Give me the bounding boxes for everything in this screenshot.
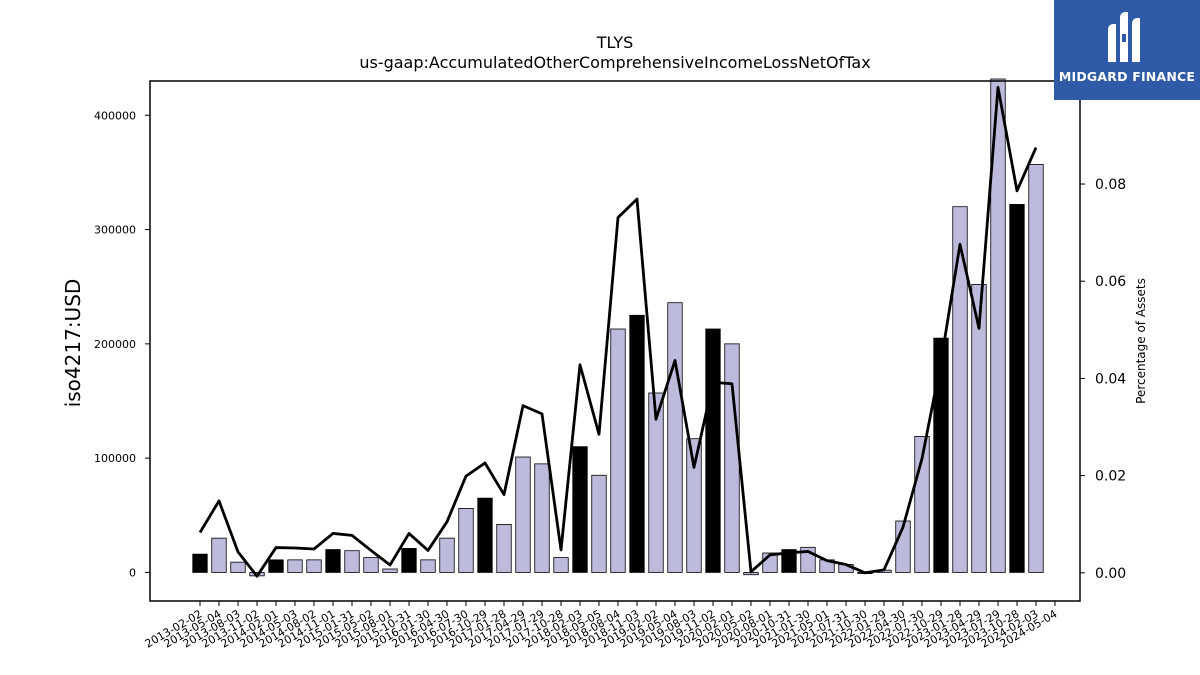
bar [971, 284, 987, 573]
logo-mark-icon [1108, 12, 1140, 62]
bar [496, 524, 512, 573]
bar [648, 392, 664, 573]
y-axis-label: iso4217:USD [61, 279, 85, 408]
y2-axis-label: Percentage of Assets [1134, 278, 1148, 404]
bar [572, 446, 588, 573]
plot-frame [149, 80, 1081, 602]
bar [933, 337, 949, 573]
bar [705, 328, 721, 573]
y-tick-label: 300000 [94, 224, 136, 237]
y2-tick-label: 0.04 [1095, 371, 1126, 387]
bar [344, 550, 360, 573]
bar [192, 553, 208, 573]
y2-tick-label: 0.06 [1095, 274, 1126, 290]
line-series-path [198, 85, 1038, 578]
bar [553, 557, 569, 573]
bar [1028, 164, 1044, 573]
y2-tick-label: 0.02 [1095, 469, 1126, 485]
bar [952, 206, 968, 573]
bar [667, 302, 683, 573]
bar [420, 559, 436, 573]
bar [211, 537, 227, 573]
y2-tick-label: 0.08 [1095, 177, 1126, 193]
x-axis-ticks: 2013-02-022013-05-042013-08-032013-11-02… [143, 601, 1060, 651]
bar [610, 328, 626, 573]
y-tick-label: 400000 [94, 109, 136, 122]
brand-logo: MIDGARD FINANCE [1054, 0, 1200, 100]
bar [401, 548, 417, 573]
y2-tick-label: 0.00 [1095, 566, 1126, 582]
bar [382, 568, 398, 573]
line-series [198, 85, 1038, 578]
right-axis-ticks: 0.000.020.040.060.080.10 [1080, 80, 1126, 582]
bar [325, 549, 341, 573]
bar [477, 497, 493, 573]
bar [990, 78, 1006, 573]
chart-subtitle: us-gaap:AccumulatedOtherComprehensiveInc… [359, 53, 870, 72]
bar [230, 561, 246, 573]
y-tick-label: 200000 [94, 338, 136, 351]
bar [515, 456, 531, 573]
bar-series [192, 78, 1044, 577]
bar [629, 314, 645, 573]
bar [591, 474, 607, 573]
bar [781, 549, 797, 573]
bar [686, 438, 702, 573]
chart-title: TLYS [596, 33, 634, 52]
bar [439, 537, 455, 573]
left-axis-ticks: 0 100000 200000 300000 400000 [94, 109, 150, 579]
bar [306, 559, 322, 573]
bar [287, 559, 303, 573]
bar [363, 557, 379, 573]
y-tick-label: 100000 [94, 452, 136, 465]
bar [268, 559, 284, 573]
y-tick-label: 0 [129, 566, 136, 579]
bar [724, 343, 740, 573]
bar [534, 463, 550, 573]
logo-text: MIDGARD FINANCE [1058, 69, 1196, 84]
bar [1009, 204, 1025, 573]
bar [458, 508, 474, 573]
